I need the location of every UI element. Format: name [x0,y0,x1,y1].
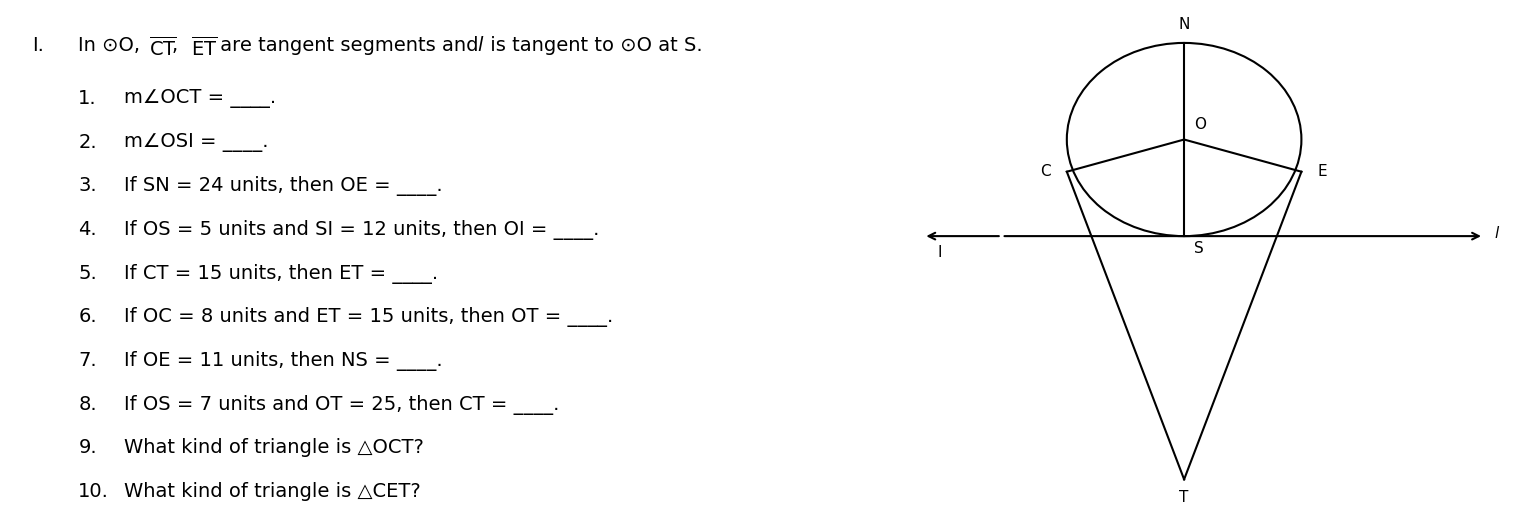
Text: E: E [1316,164,1327,179]
Text: m∠OSI = ____.: m∠OSI = ____. [124,133,269,151]
Text: $\overline{\mathsf{ET}}$: $\overline{\mathsf{ET}}$ [190,36,217,59]
Text: What kind of triangle is △CET?: What kind of triangle is △CET? [124,482,421,501]
Text: I.: I. [32,36,45,54]
Text: m∠OCT = ____.: m∠OCT = ____. [124,89,276,108]
Text: S: S [1193,241,1204,257]
Text: 7.: 7. [78,351,97,370]
Text: is tangent to ⊙O at S.: is tangent to ⊙O at S. [484,36,703,54]
Text: 3.: 3. [78,176,97,195]
Text: If OS = 5 units and SI = 12 units, then OI = ____.: If OS = 5 units and SI = 12 units, then … [124,220,599,240]
Text: ,: , [172,36,184,54]
Text: 2.: 2. [78,133,97,151]
Text: 5.: 5. [78,264,97,282]
Text: $\overline{\mathsf{CT}}$: $\overline{\mathsf{CT}}$ [149,36,177,59]
Text: If CT = 15 units, then ET = ____.: If CT = 15 units, then ET = ____. [124,264,439,283]
Text: If SN = 24 units, then OE = ____.: If SN = 24 units, then OE = ____. [124,176,442,196]
Text: N: N [1178,17,1190,32]
Text: If OS = 7 units and OT = 25, then CT = ____.: If OS = 7 units and OT = 25, then CT = _… [124,395,559,415]
Text: I: I [937,245,942,260]
Text: If OC = 8 units and ET = 15 units, then OT = ____.: If OC = 8 units and ET = 15 units, then … [124,307,614,327]
Text: $\mathit{l}$: $\mathit{l}$ [476,36,484,54]
Text: If OE = 11 units, then NS = ____.: If OE = 11 units, then NS = ____. [124,351,442,371]
Text: What kind of triangle is △OCT?: What kind of triangle is △OCT? [124,438,424,457]
Text: 4.: 4. [78,220,97,239]
Text: 6.: 6. [78,307,97,326]
Text: $\mathit{l}$: $\mathit{l}$ [1493,225,1499,241]
Text: are tangent segments and: are tangent segments and [214,36,484,54]
Text: In ⊙O,: In ⊙O, [78,36,146,54]
Text: T: T [1180,490,1189,505]
Text: C: C [1040,164,1051,179]
Text: 8.: 8. [78,395,97,414]
Text: 9.: 9. [78,438,97,457]
Text: 10.: 10. [78,482,109,501]
Text: O: O [1193,117,1206,132]
Text: 1.: 1. [78,89,97,108]
